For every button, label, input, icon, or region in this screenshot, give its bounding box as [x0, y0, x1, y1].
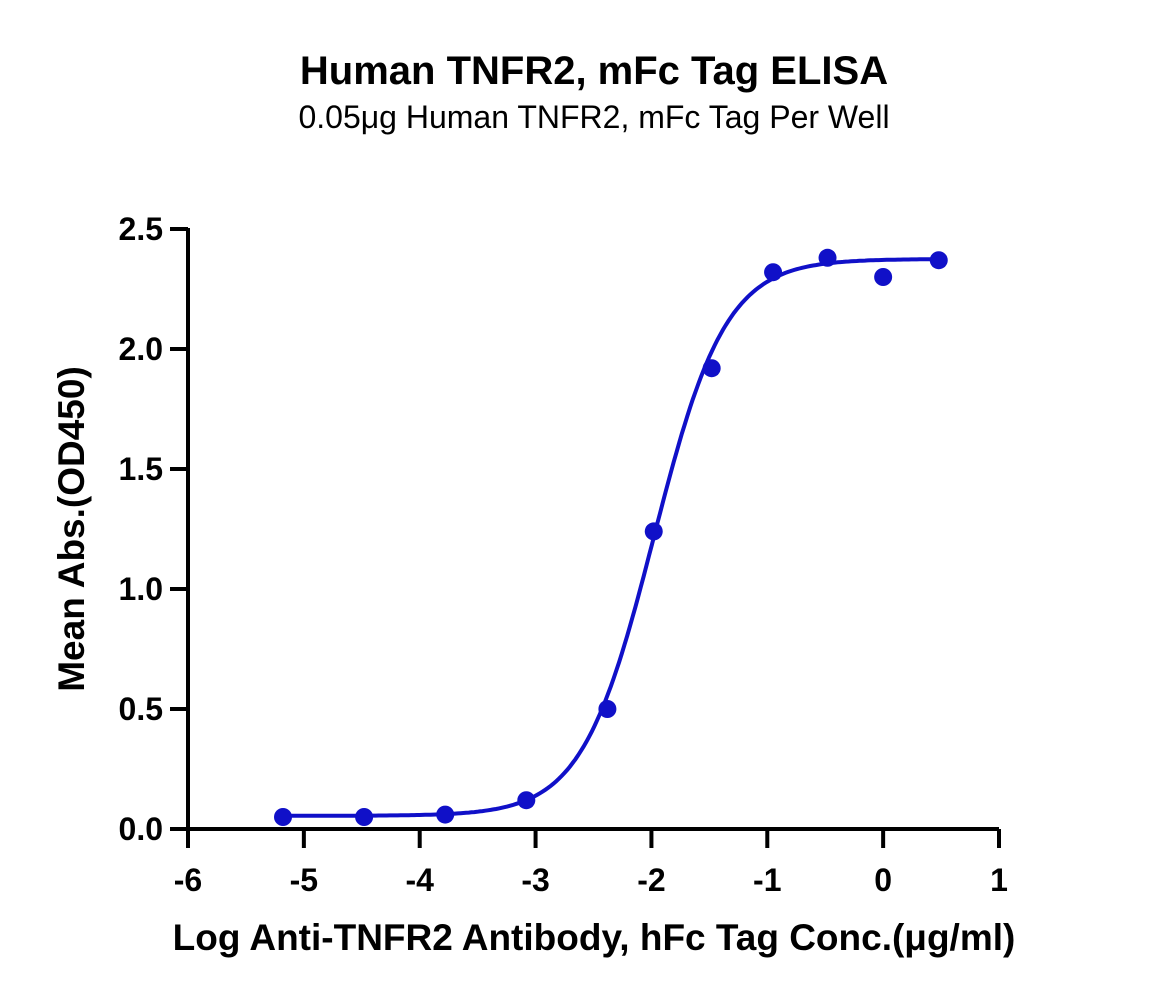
x-tick-label: 1	[990, 862, 1008, 898]
y-tick-label: 2.5	[119, 211, 163, 247]
x-tick-label: -6	[174, 862, 202, 898]
x-tick-label: -2	[637, 862, 665, 898]
data-point	[644, 522, 663, 541]
x-axis-ticks: -6 -5 -4 -3 -2 -1 0 1	[174, 829, 1008, 898]
data-point	[436, 805, 455, 824]
y-tick-label: 1.0	[119, 571, 163, 607]
y-tick-label: 0.5	[119, 691, 163, 727]
x-tick-label: -5	[290, 862, 318, 898]
data-point	[355, 808, 374, 826]
data-point	[764, 263, 783, 282]
y-tick-label: 2.0	[119, 331, 163, 367]
y-tick-label: 1.5	[119, 451, 163, 487]
data-point	[702, 359, 721, 378]
y-tick-label: 0.0	[119, 811, 163, 847]
data-point	[517, 791, 536, 810]
x-axis-label: Log Anti-TNFR2 Antibody, hFc Tag Conc.(μ…	[173, 917, 1016, 958]
data-point	[598, 700, 617, 718]
data-point	[274, 808, 293, 826]
data-point	[929, 251, 948, 270]
chart-subtitle: 0.05μg Human TNFR2, mFc Tag Per Well	[298, 99, 889, 135]
x-tick-label: -1	[753, 862, 781, 898]
x-tick-label: -3	[521, 862, 549, 898]
y-axis-ticks: 0.0 0.5 1.0 1.5 2.0 2.5	[119, 211, 188, 847]
data-point	[818, 248, 837, 267]
x-tick-label: -4	[405, 862, 434, 898]
x-tick-label: 0	[874, 862, 892, 898]
y-axis-label: Mean Abs.(OD450)	[51, 366, 92, 692]
fit-curve	[283, 257, 939, 818]
chart-title: Human TNFR2, mFc Tag ELISA	[300, 49, 888, 93]
data-point	[874, 268, 893, 286]
data-points	[274, 248, 948, 826]
